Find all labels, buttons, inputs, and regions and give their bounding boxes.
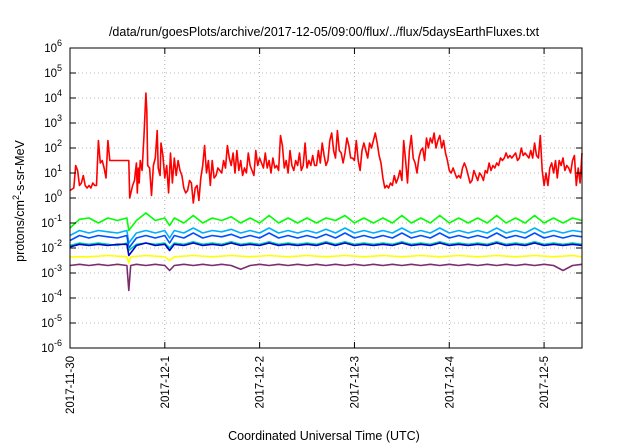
- y-tick-label: 10-2: [41, 238, 62, 255]
- y-tick-labels: 10-6 10-5 10-4 10-3 10-2 10-1 100 101 102 103 104 1…: [41, 38, 62, 355]
- y-tick-label: 10-6: [41, 338, 62, 355]
- y-tick-label: 10-4: [41, 288, 62, 305]
- series-line-4: [69, 232, 583, 249]
- y-tick-label: 105: [44, 63, 62, 80]
- y-tick-label: 100: [44, 188, 62, 205]
- series-line-6: [69, 242, 583, 257]
- y-tick-label: 102: [44, 138, 62, 155]
- y-tick-label: 106: [44, 38, 62, 55]
- y-tick-label: 103: [44, 113, 62, 130]
- x-axis-label: Coordinated Universal Time (UTC): [228, 429, 420, 443]
- x-tick-labels: 2017-11-30 2017-12-1 2017-12-2 2017-12-3 201…: [65, 355, 551, 414]
- chart-title: /data/run/goesPlots/archive/2017-12-05/0…: [109, 25, 540, 39]
- series-group: [69, 92, 583, 292]
- series-line-3: [69, 227, 583, 244]
- series-line-7: [70, 254, 583, 264]
- y-tick-label: 104: [44, 88, 62, 105]
- y-tick-label: 101: [44, 163, 62, 180]
- grid: [70, 48, 582, 348]
- y-axis-label: protons/cm2-s-sr-MeV: [11, 139, 27, 261]
- x-tick-label: 2017-12-5: [539, 356, 551, 408]
- x-tick-label: 2017-11-30: [65, 356, 77, 414]
- x-tick-label: 2017-12-3: [349, 356, 361, 408]
- ticks: [69, 47, 582, 349]
- x-tick-label: 2017-12-2: [255, 356, 267, 408]
- x-tick-label: 2017-12-1: [160, 356, 172, 408]
- series-line-2: [69, 212, 583, 232]
- x-tick-label: 2017-12-4: [444, 355, 456, 408]
- series-line-8: [69, 263, 583, 292]
- y-tick-label: 10-1: [41, 213, 62, 230]
- y-tick-label: 10-3: [41, 263, 62, 280]
- y-tick-label: 10-5: [41, 313, 62, 330]
- series-line-1: [69, 92, 583, 204]
